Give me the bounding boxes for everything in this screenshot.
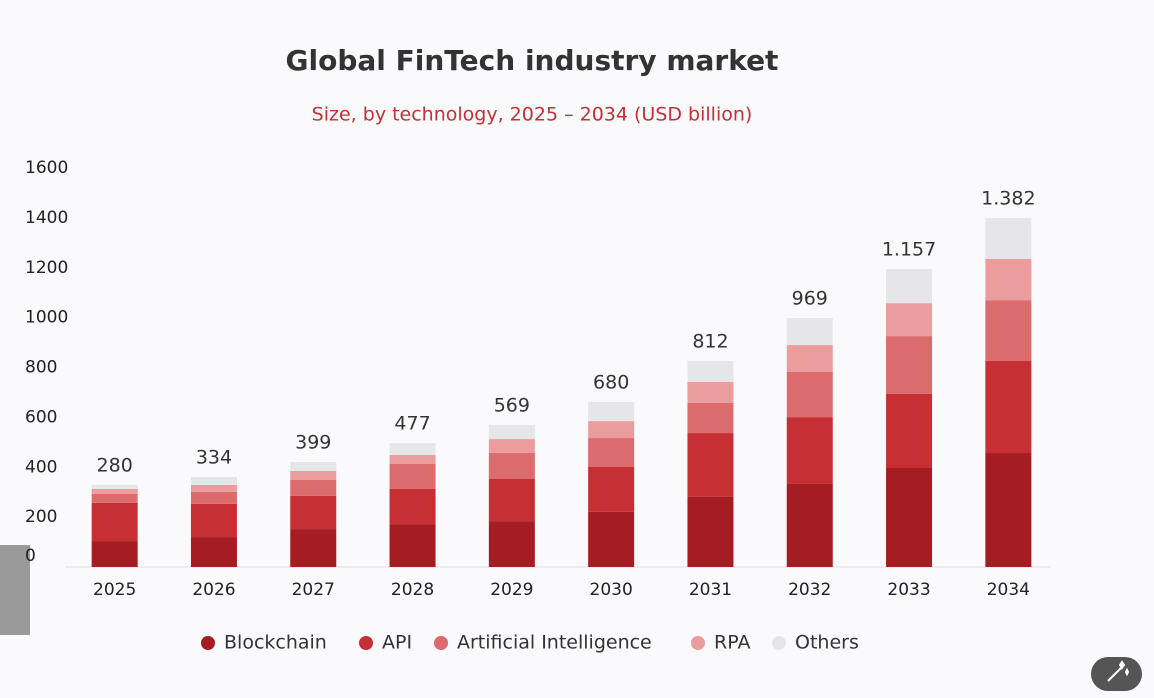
legend-marker [201, 636, 215, 650]
bar-segment [786, 371, 833, 418]
bar-segment [389, 488, 436, 525]
bar-segment [985, 259, 1032, 301]
bar-segment [786, 417, 833, 484]
legend-marker [359, 636, 373, 650]
total-label: 569 [494, 395, 530, 417]
y-tick-label: 400 [25, 457, 57, 477]
bar-segment [389, 524, 436, 567]
bar-segment [588, 467, 635, 512]
bar-segment [985, 361, 1032, 454]
bar-segment [91, 493, 138, 503]
bar-segment [687, 402, 734, 434]
bar-segment [588, 421, 635, 439]
bar-segment [488, 439, 535, 454]
total-label: 399 [295, 432, 331, 454]
total-label: 477 [394, 413, 430, 435]
bar-segment [488, 425, 535, 440]
chart-subtitle: Size, by technology, 2025 – 2034 (USD bi… [312, 104, 753, 126]
bar-segment [290, 479, 337, 496]
bar-segment [588, 401, 635, 422]
bar-segment [91, 484, 138, 489]
legend-marker [691, 636, 705, 650]
bar-segment [190, 503, 237, 538]
legend-label: Blockchain [224, 632, 327, 654]
chart-title: Global FinTech industry market [286, 44, 779, 77]
bar-segment [488, 521, 535, 567]
x-tick-label: 2033 [887, 580, 930, 600]
y-tick-label: 1600 [25, 158, 68, 178]
magic-button[interactable] [1091, 657, 1142, 691]
bar-segment [588, 511, 635, 567]
bar-segment [91, 488, 138, 494]
bar-segment [389, 455, 436, 465]
bar-segment [588, 438, 635, 468]
x-tick-label: 2030 [590, 580, 633, 600]
bar-segment [985, 453, 1032, 567]
bar-segment [290, 529, 337, 567]
bar-segment [886, 303, 933, 337]
bar-segment [190, 491, 237, 504]
bar-segment [290, 495, 337, 530]
bar-segment [488, 453, 535, 479]
bar-segment [190, 484, 237, 492]
bar-segment [190, 476, 237, 485]
x-tick-label: 2032 [788, 580, 831, 600]
side-tab[interactable] [0, 545, 30, 635]
y-tick-label: 1400 [25, 208, 68, 228]
total-label: 680 [593, 371, 629, 393]
legend-marker [434, 636, 448, 650]
bar-segment [488, 478, 535, 522]
x-tick-label: 2034 [987, 580, 1030, 600]
bar-segment [786, 318, 833, 346]
bar-segment [886, 393, 933, 468]
bar-segment [687, 433, 734, 497]
y-tick-label: 600 [25, 407, 57, 427]
bar-segment [389, 443, 436, 456]
bar-segment [687, 361, 734, 382]
bar-segment [389, 464, 436, 489]
bar-segment [985, 300, 1032, 362]
legend-label: API [382, 632, 412, 654]
x-tick-label: 2025 [93, 580, 136, 600]
y-tick-label: 1200 [25, 258, 68, 278]
y-tick-label: 800 [25, 358, 57, 378]
bar-segment [985, 218, 1032, 260]
bar-segment [91, 541, 138, 567]
total-label: 812 [692, 331, 728, 353]
bar-segment [786, 345, 833, 372]
bar-segment [786, 483, 833, 567]
bar-segment [290, 462, 337, 471]
bar-segment [687, 381, 734, 403]
x-tick-label: 2027 [292, 580, 335, 600]
magic-icon [1107, 660, 1130, 682]
bar-segment [886, 336, 933, 394]
bar-segment [290, 470, 337, 480]
y-tick-label: 200 [25, 507, 57, 527]
x-tick-label: 2026 [192, 580, 235, 600]
legend-marker [772, 636, 786, 650]
legend-label: Others [795, 632, 859, 654]
bar-segment [886, 467, 933, 567]
x-tick-label: 2028 [391, 580, 434, 600]
bar-segment [687, 496, 734, 567]
x-tick-label: 2031 [689, 580, 732, 600]
total-label: 1.382 [981, 188, 1035, 210]
y-tick-label: 0 [25, 546, 36, 566]
bar-segment [190, 537, 237, 567]
x-tick-label: 2029 [490, 580, 533, 600]
total-label: 1.157 [882, 238, 936, 260]
y-tick-label: 1000 [25, 308, 68, 328]
bar-segment [91, 502, 138, 542]
total-label: 280 [97, 454, 133, 476]
total-label: 334 [196, 446, 232, 468]
legend-label: RPA [714, 632, 750, 654]
total-label: 969 [792, 288, 828, 310]
legend-label: Artificial Intelligence [457, 632, 652, 654]
bar-segment [886, 268, 933, 304]
